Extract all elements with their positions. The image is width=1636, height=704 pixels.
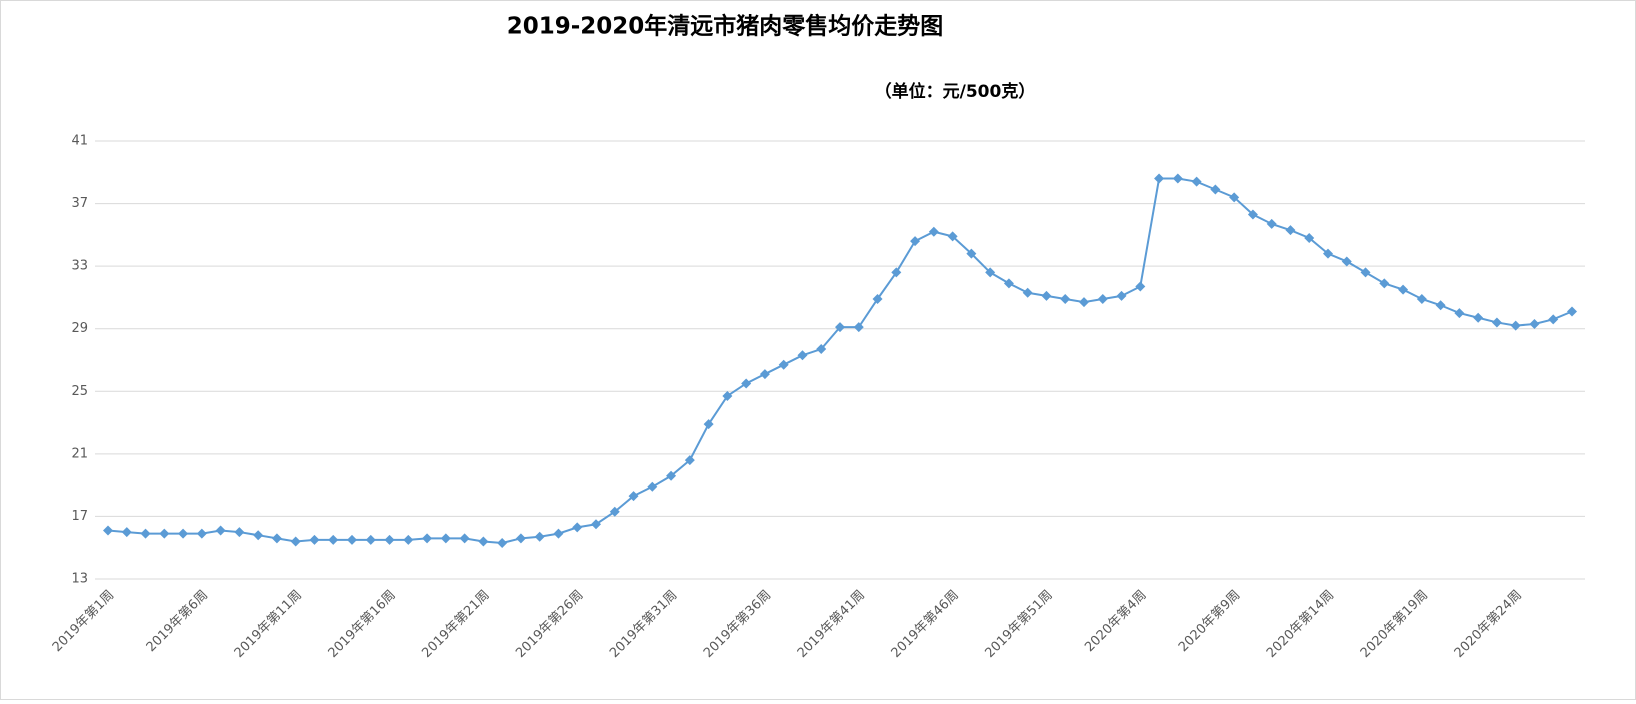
data-marker bbox=[1435, 300, 1446, 311]
data-marker bbox=[515, 533, 526, 544]
data-marker bbox=[1398, 284, 1409, 295]
data-marker bbox=[1154, 173, 1165, 184]
data-marker bbox=[1003, 278, 1014, 289]
data-marker bbox=[1567, 306, 1577, 317]
data-marker bbox=[384, 534, 395, 545]
y-tick-label: 41 bbox=[71, 134, 88, 149]
data-marker bbox=[1060, 293, 1071, 304]
data-marker bbox=[778, 359, 789, 370]
data-marker bbox=[140, 528, 151, 539]
data-marker bbox=[1266, 218, 1277, 229]
data-marker bbox=[196, 528, 207, 539]
data-marker bbox=[1491, 317, 1502, 328]
data-marker bbox=[1097, 293, 1108, 304]
data-marker bbox=[947, 231, 958, 242]
data-marker bbox=[103, 525, 113, 536]
data-marker bbox=[1041, 290, 1052, 301]
data-marker bbox=[722, 390, 733, 401]
data-marker bbox=[1416, 293, 1427, 304]
data-marker bbox=[835, 322, 845, 333]
data-marker bbox=[816, 344, 827, 355]
data-marker bbox=[497, 538, 508, 549]
data-marker bbox=[1079, 297, 1089, 308]
data-marker bbox=[309, 534, 320, 545]
data-marker bbox=[1022, 287, 1033, 298]
data-marker bbox=[741, 378, 752, 389]
data-marker bbox=[797, 350, 808, 361]
y-tick-label: 33 bbox=[71, 259, 88, 274]
data-marker bbox=[290, 536, 301, 547]
data-marker bbox=[985, 267, 996, 278]
y-tick-label: 29 bbox=[71, 321, 88, 336]
data-marker bbox=[347, 534, 357, 545]
data-marker bbox=[403, 534, 414, 545]
y-tick-label: 21 bbox=[71, 446, 88, 461]
data-marker bbox=[1135, 281, 1146, 292]
data-marker bbox=[1510, 320, 1521, 331]
data-marker bbox=[121, 527, 132, 538]
data-marker bbox=[1379, 278, 1390, 289]
data-marker bbox=[1172, 173, 1183, 184]
data-marker bbox=[1247, 209, 1258, 220]
data-marker bbox=[666, 470, 677, 481]
data-marker bbox=[478, 536, 489, 547]
data-marker bbox=[1285, 225, 1296, 236]
data-marker bbox=[1341, 256, 1352, 267]
data-marker bbox=[966, 248, 977, 259]
data-marker bbox=[459, 533, 470, 544]
data-marker bbox=[703, 419, 714, 430]
data-marker bbox=[1529, 319, 1540, 330]
data-marker bbox=[365, 534, 376, 545]
chart-subtitle: （单位：元/500克） bbox=[875, 81, 1036, 102]
chart-title: 2019-2020年清远市猪肉零售均价走势图 bbox=[507, 13, 944, 40]
data-marker bbox=[647, 481, 658, 492]
y-tick-label: 37 bbox=[71, 196, 88, 211]
data-marker bbox=[1548, 314, 1559, 325]
data-marker bbox=[1323, 248, 1333, 259]
data-marker bbox=[1360, 267, 1371, 278]
data-marker bbox=[872, 293, 883, 304]
data-marker bbox=[1229, 192, 1240, 203]
data-marker bbox=[628, 491, 639, 502]
data-marker bbox=[759, 369, 770, 380]
data-marker bbox=[178, 528, 189, 539]
data-marker bbox=[910, 236, 921, 247]
data-marker bbox=[684, 455, 695, 466]
data-marker bbox=[234, 527, 245, 538]
data-marker bbox=[553, 528, 564, 539]
data-marker bbox=[534, 531, 545, 542]
data-marker bbox=[1116, 290, 1127, 301]
data-marker bbox=[271, 533, 282, 544]
data-marker bbox=[159, 528, 170, 539]
data-marker bbox=[1304, 232, 1315, 243]
data-marker bbox=[215, 525, 226, 536]
y-tick-label: 13 bbox=[71, 572, 88, 587]
data-marker bbox=[440, 533, 451, 544]
data-marker bbox=[853, 322, 864, 333]
data-marker bbox=[609, 506, 620, 517]
data-marker bbox=[1454, 308, 1465, 319]
data-marker bbox=[422, 533, 433, 544]
data-marker bbox=[928, 226, 939, 237]
data-marker bbox=[1210, 184, 1221, 195]
data-marker bbox=[891, 267, 902, 278]
data-marker bbox=[253, 530, 264, 541]
data-marker bbox=[591, 519, 601, 530]
data-marker bbox=[1473, 312, 1484, 323]
data-marker bbox=[572, 522, 583, 533]
data-marker bbox=[328, 534, 339, 545]
y-tick-label: 25 bbox=[71, 384, 88, 399]
data-marker bbox=[1191, 176, 1202, 187]
y-tick-label: 17 bbox=[71, 509, 88, 524]
